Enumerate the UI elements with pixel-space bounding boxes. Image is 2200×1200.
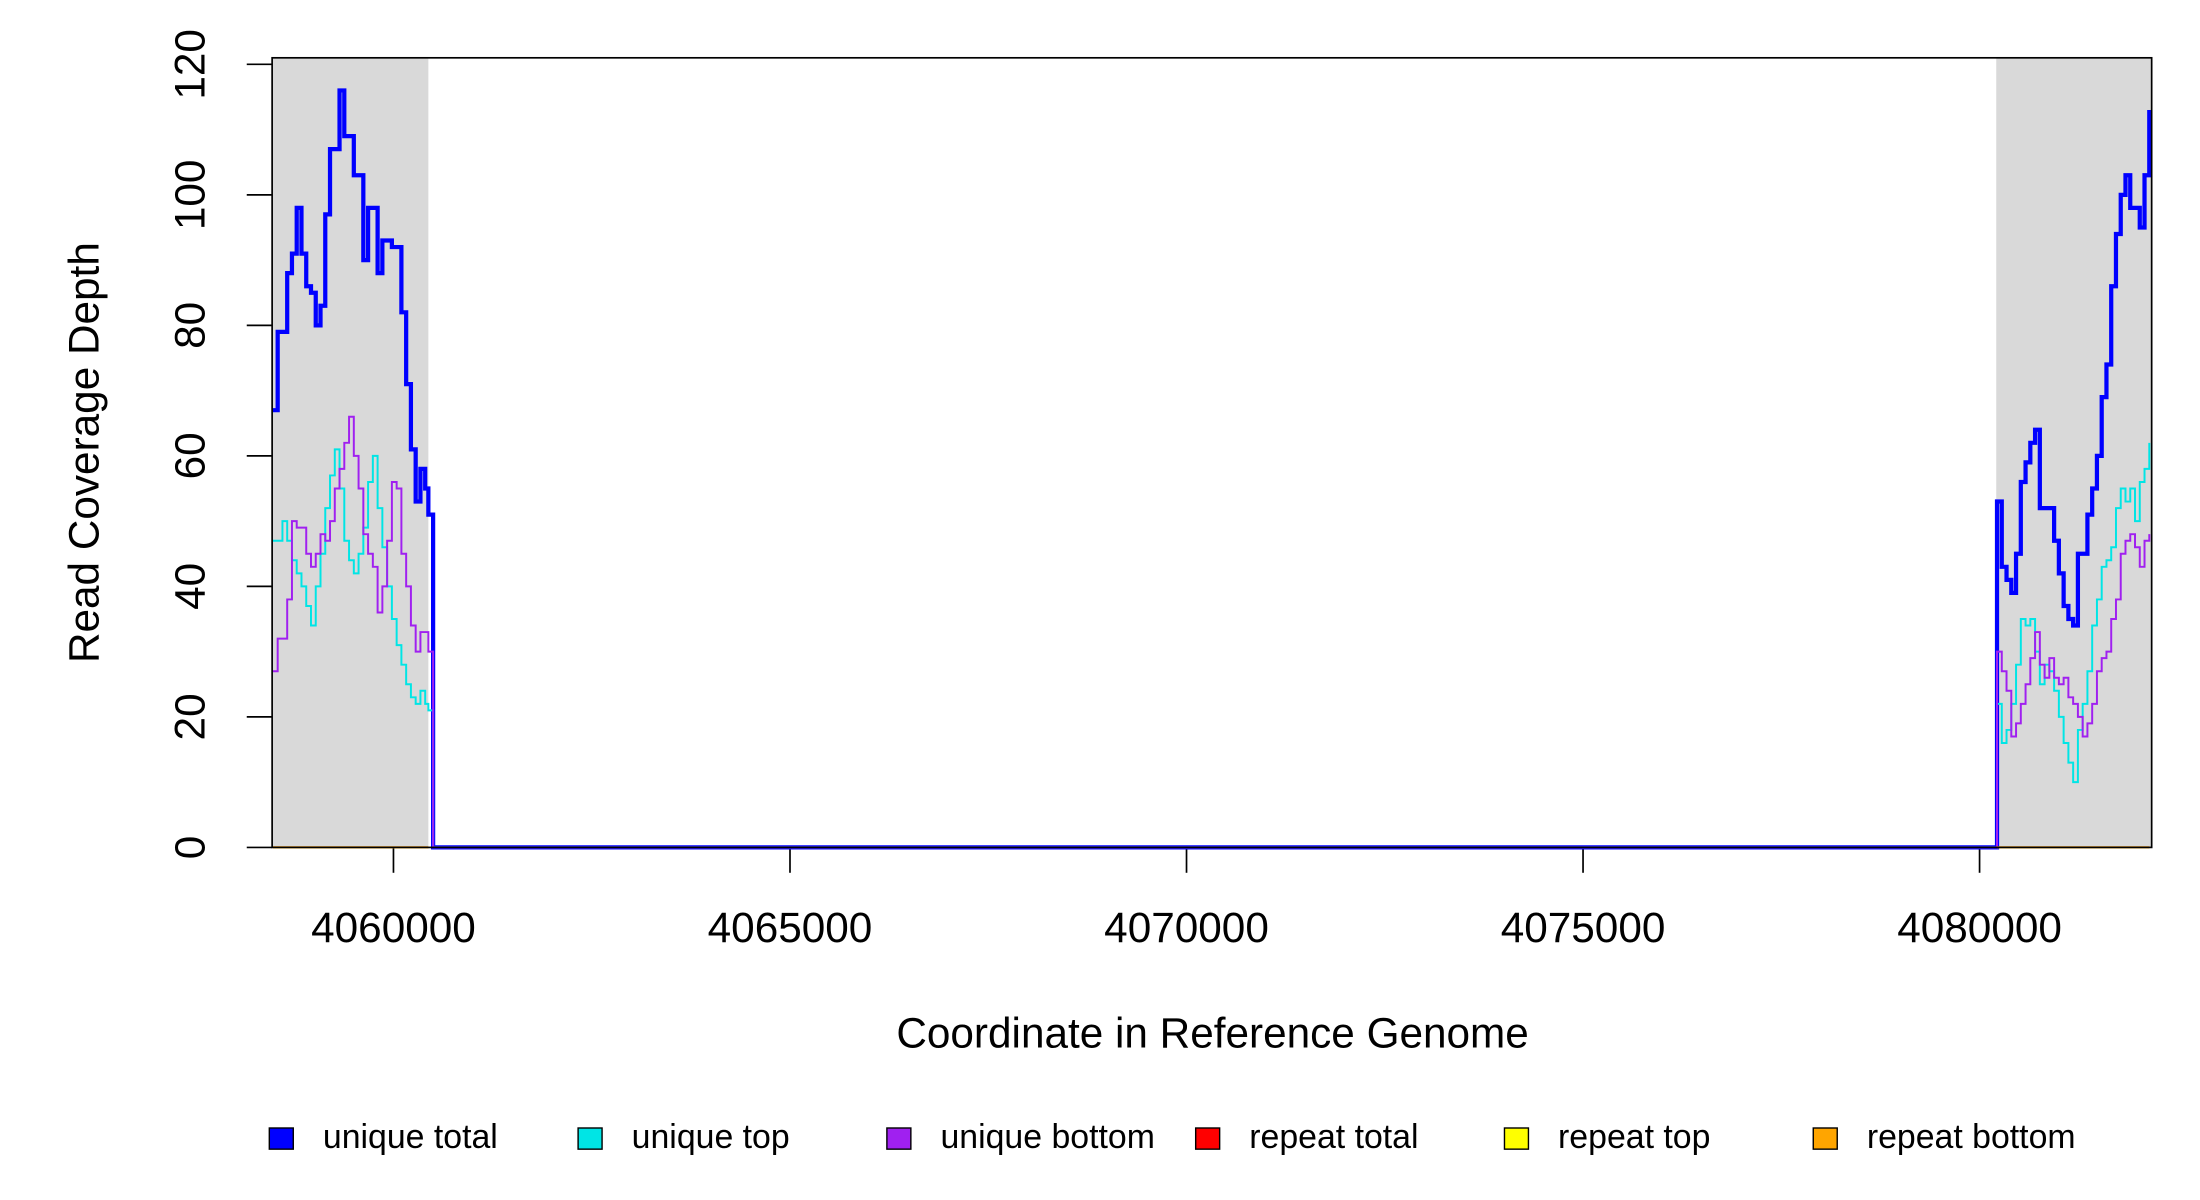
x-tick-label: 4080000 [1897, 904, 2062, 951]
series-line [272, 88, 2152, 850]
y-tick-label: 60 [166, 432, 213, 479]
legend-swatch [886, 1127, 912, 1150]
x-axis-title: Coordinate in Reference Genome [896, 1010, 1528, 1057]
y-axis-title: Read Coverage Depth [61, 242, 108, 663]
legend-swatch [577, 1127, 603, 1150]
legend-swatch [1194, 1127, 1221, 1150]
plot-frame [271, 56, 2153, 849]
y-tick-label: 40 [166, 563, 213, 610]
legend-label: unique bottom [940, 1118, 1154, 1156]
y-tick-label: 120 [166, 29, 213, 100]
legend-swatch [1503, 1127, 1530, 1150]
legend-label: unique total [323, 1118, 498, 1156]
legend-label: repeat total [1249, 1118, 1418, 1156]
legend-label: repeat top [1558, 1118, 1710, 1156]
legend-swatch [268, 1127, 294, 1150]
legend-label: repeat bottom [1867, 1118, 2076, 1156]
shaded-region [272, 57, 429, 848]
y-tick-label: 20 [166, 693, 213, 740]
chart-root: Coordinate in Reference Genome Read Cove… [61, 29, 2153, 1156]
x-tick-label: 4070000 [1104, 904, 1269, 951]
series-line [272, 442, 2151, 849]
x-tick-label: 4065000 [708, 904, 873, 951]
y-tick-label: 100 [166, 160, 213, 231]
x-tick-label: 4075000 [1501, 904, 1666, 951]
x-tick-label: 4060000 [311, 904, 476, 951]
y-tick-label: 0 [166, 836, 213, 860]
y-tick-label: 80 [166, 302, 213, 349]
series-line [272, 415, 2151, 849]
legend-label: unique top [632, 1118, 790, 1156]
legend-swatch [1812, 1127, 1838, 1150]
